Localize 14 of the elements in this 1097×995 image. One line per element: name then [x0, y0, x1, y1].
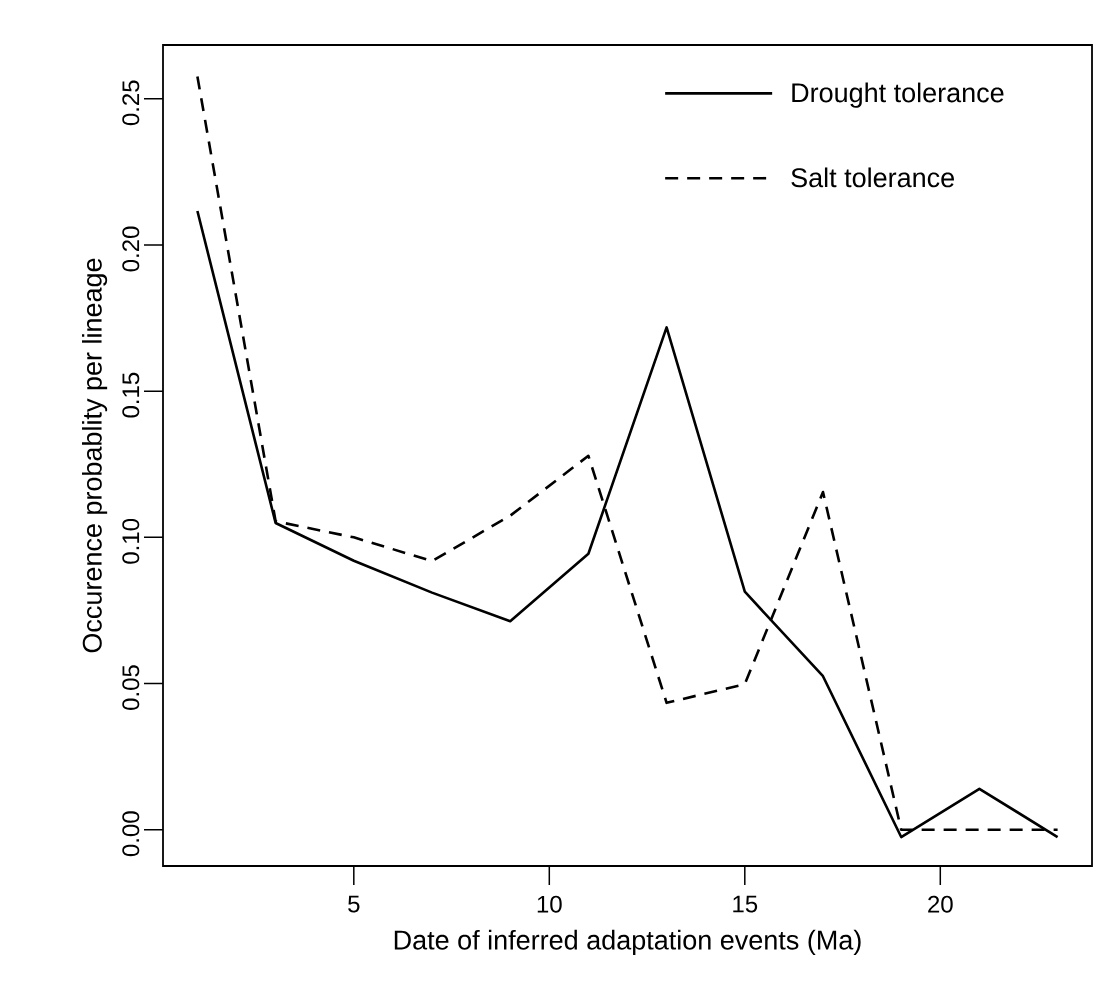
- y-tick-label: 0.05: [122, 665, 140, 710]
- x-tick-label: 10: [537, 895, 562, 913]
- x-tick-label: 20: [928, 895, 953, 913]
- y-tick-label: 0.25: [122, 80, 140, 126]
- y-tick-label: 0.20: [122, 226, 140, 272]
- x-tick-label: 5: [348, 895, 360, 913]
- legend-label: Salt tolerance: [791, 167, 954, 188]
- y-tick-label: 0.10: [122, 518, 140, 564]
- x-tick-label: 15: [733, 895, 758, 913]
- y-tick-label: 0.15: [122, 372, 140, 418]
- y-axis-title: Occurence probablity per lineage: [81, 258, 108, 653]
- legend-label: Drought tolerance: [792, 82, 1004, 108]
- y-tick-label: 0.00: [122, 811, 140, 857]
- x-axis-title: Date of inferred adaptation events (Ma): [394, 929, 861, 956]
